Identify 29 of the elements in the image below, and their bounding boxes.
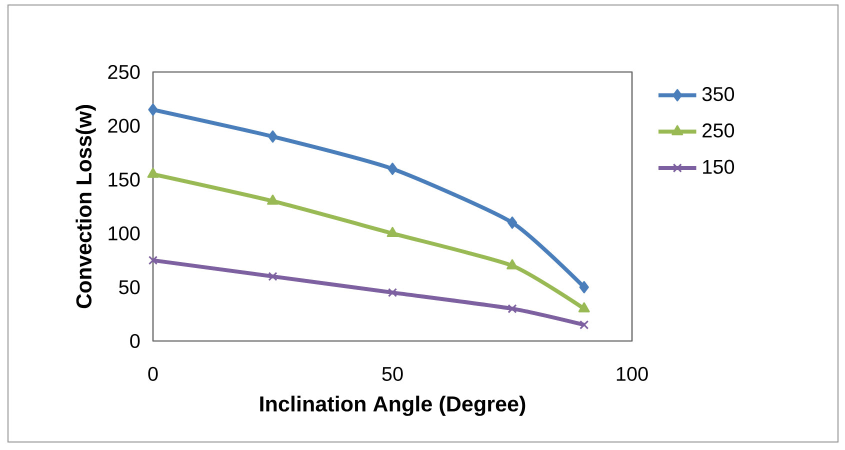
y-tick-label: 0	[130, 334, 140, 348]
point	[579, 281, 589, 294]
x-tick-label: 50	[382, 366, 403, 381]
y-axis-title: Convection Loss(w)	[76, 105, 96, 308]
y-tick-label: 250	[108, 64, 140, 80]
point	[148, 256, 158, 265]
point	[388, 288, 398, 298]
y-tick-label: 50	[119, 280, 140, 294]
point	[508, 304, 517, 314]
x-tick-label: 100	[616, 366, 648, 381]
point	[147, 168, 159, 178]
legend-label: 350	[702, 87, 734, 102]
point	[148, 104, 158, 116]
legend-label: 150	[703, 160, 734, 174]
point	[578, 302, 590, 312]
point	[268, 272, 278, 282]
point	[507, 216, 518, 229]
point	[268, 130, 278, 143]
point	[580, 320, 589, 330]
legend-label: 250	[702, 123, 734, 138]
x-tick-label: 0	[148, 366, 158, 381]
point	[388, 162, 398, 175]
y-tick-label: 100	[108, 226, 140, 240]
y-tick-label: 150	[108, 172, 140, 187]
point	[267, 194, 278, 205]
point	[386, 226, 398, 238]
y-tick-label: 200	[108, 118, 140, 133]
point	[506, 259, 518, 270]
x-axis-title: Inclination Angle (Degree)	[260, 396, 526, 416]
